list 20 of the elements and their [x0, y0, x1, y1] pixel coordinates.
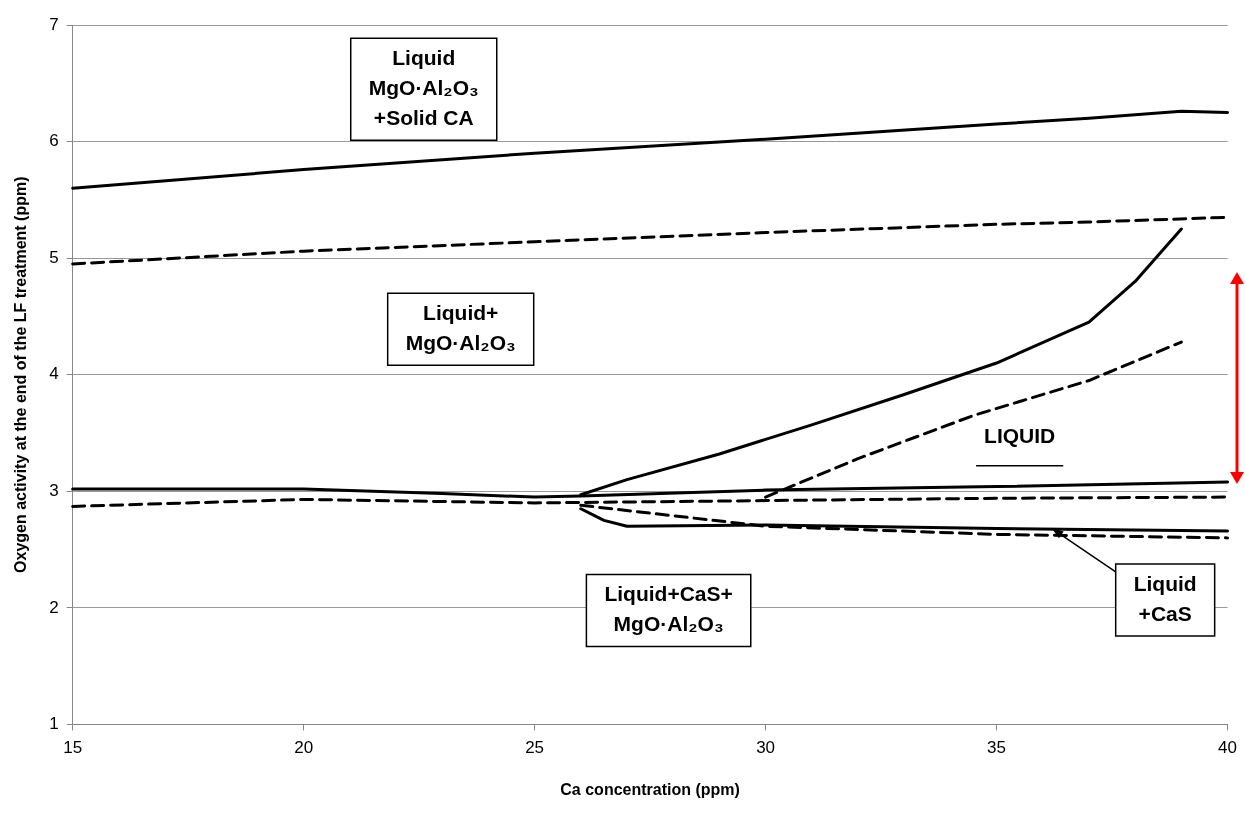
annotation: Liquid+ MgO·Al₂O₃ — [405, 301, 516, 355]
y-axis-title: Oxygen activity at the end of the LF treatment (ppm) — [12, 176, 30, 573]
annotation: Liquid+CaS+ MgO·Al₂O₃ — [604, 582, 733, 636]
x-axis-title: Ca concentration (ppm) — [560, 780, 740, 798]
y-tick-label: 2 — [49, 597, 59, 617]
y-tick-label: 1 — [49, 714, 59, 734]
y-tick-label: 3 — [49, 480, 59, 500]
y-tick-label: 5 — [49, 247, 59, 267]
x-tick-label: 35 — [987, 738, 1007, 758]
x-tick-label: 20 — [294, 738, 314, 758]
x-tick-label: 40 — [1218, 738, 1238, 758]
y-tick-label: 7 — [49, 14, 59, 34]
annotation: LIQUID — [984, 424, 1056, 448]
annotation: Liquid +CaS — [1133, 571, 1197, 625]
x-tick-label: 15 — [63, 738, 83, 758]
x-tick-label: 25 — [525, 738, 545, 758]
annotation: Liquid MgO·Al₂O₃ +Solid CA — [368, 46, 479, 130]
y-tick-label: 6 — [49, 131, 59, 151]
x-tick-label: 30 — [756, 738, 776, 758]
y-tick-label: 4 — [49, 364, 59, 384]
